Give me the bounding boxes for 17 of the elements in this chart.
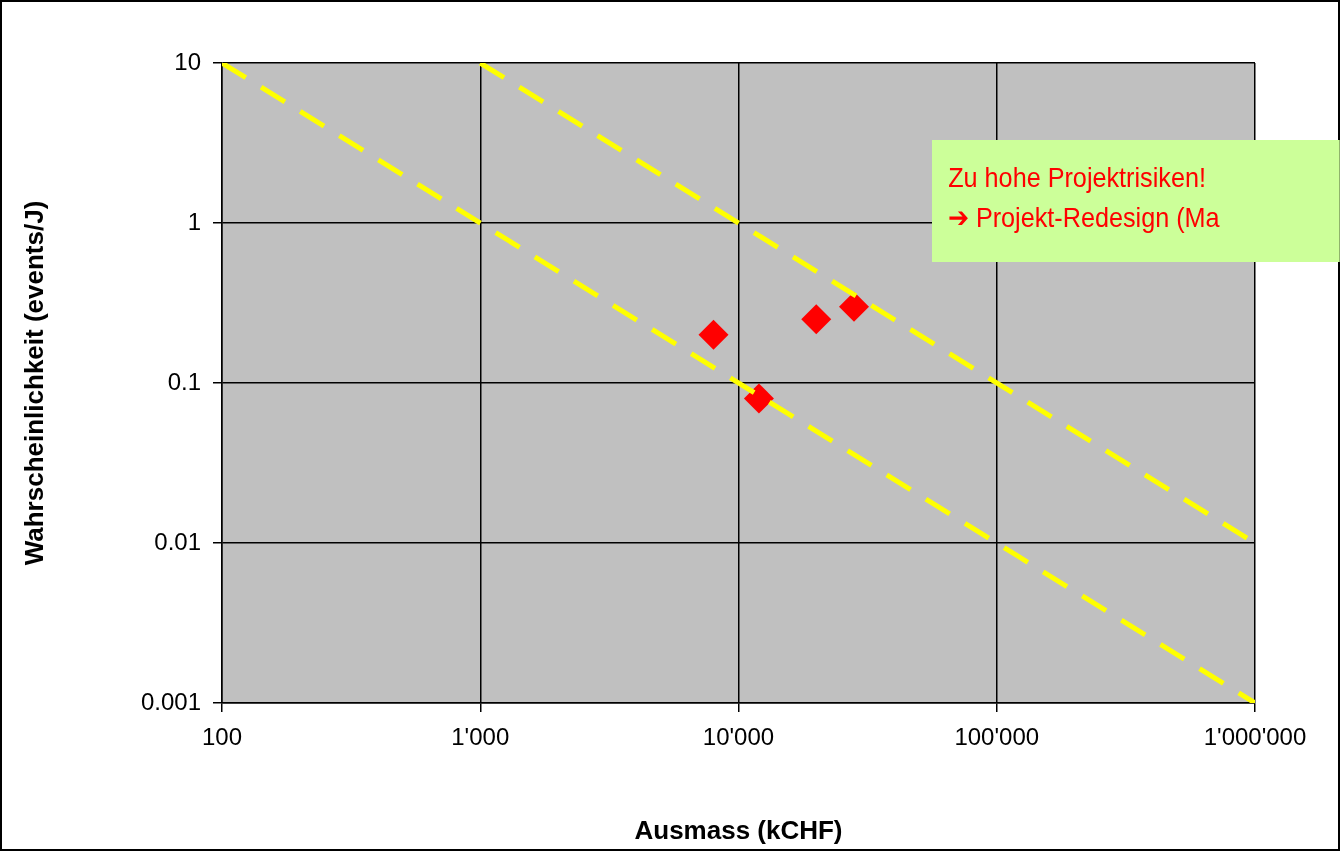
- x-tick-label: 1'000: [451, 723, 510, 751]
- point: [743, 383, 774, 414]
- y-axis-title: Wahrscheinlichkeit (events/J): [18, 200, 49, 566]
- annotation: ➔ Projekt-Redesign (Ma: [948, 201, 1221, 235]
- point: [698, 319, 729, 350]
- x-axis-title: Ausmass (kCHF): [634, 814, 843, 845]
- annotation: Zu hohe Projektrisiken!: [948, 161, 1207, 195]
- y-tick-label: 1: [187, 207, 201, 235]
- x-tick-label: 10'000: [702, 723, 775, 751]
- y-tick-label: 0.1: [167, 367, 201, 395]
- note-box: Zu hohe Projektrisiken! ➔ Projekt-Redesign (Ma: [932, 140, 1340, 262]
- y-tick-label: 0.001: [140, 687, 201, 715]
- x-tick-label: 100'000: [954, 723, 1040, 751]
- x-tick-label: 1'000'000: [1203, 723, 1307, 751]
- x-tick-label: 100: [201, 723, 243, 751]
- y-tick-label: 0.01: [154, 527, 201, 555]
- y-tick-label: 10: [174, 47, 201, 75]
